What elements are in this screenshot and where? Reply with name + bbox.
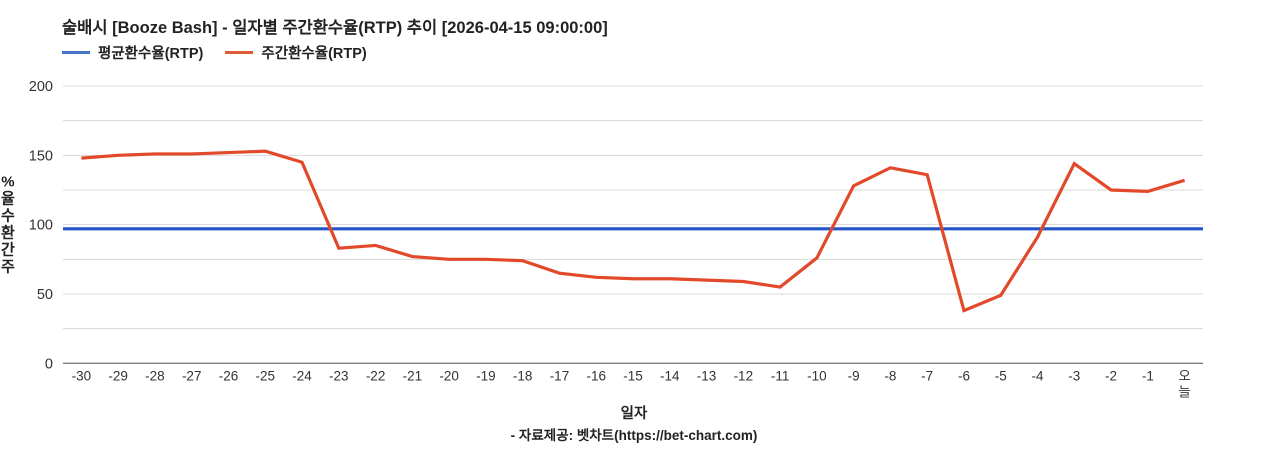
svg-text:-15: -15	[623, 368, 643, 383]
svg-text:-23: -23	[329, 368, 349, 383]
svg-text:150: 150	[29, 148, 53, 164]
svg-text:-7: -7	[921, 368, 933, 383]
svg-text:-24: -24	[292, 368, 312, 383]
svg-text:-16: -16	[586, 368, 606, 383]
svg-text:-17: -17	[550, 368, 570, 383]
svg-text:-25: -25	[256, 368, 276, 383]
svg-text:-18: -18	[513, 368, 533, 383]
svg-text:-20: -20	[439, 368, 459, 383]
svg-text:-14: -14	[660, 368, 680, 383]
svg-text:-6: -6	[958, 368, 970, 383]
svg-text:-8: -8	[884, 368, 896, 383]
svg-text:100: 100	[29, 218, 53, 234]
svg-text:-27: -27	[182, 368, 202, 383]
svg-text:0: 0	[45, 356, 53, 372]
svg-text:-13: -13	[697, 368, 717, 383]
svg-text:-3: -3	[1068, 368, 1080, 383]
svg-text:-28: -28	[145, 368, 165, 383]
svg-text:50: 50	[37, 287, 53, 303]
svg-text:-22: -22	[366, 368, 386, 383]
svg-text:-5: -5	[995, 368, 1007, 383]
svg-text:-29: -29	[108, 368, 128, 383]
svg-text:오: 오	[1178, 368, 1190, 383]
svg-text:-26: -26	[219, 368, 239, 383]
svg-text:-9: -9	[848, 368, 860, 383]
svg-text:-11: -11	[771, 368, 790, 383]
svg-text:-1: -1	[1142, 368, 1154, 383]
svg-text:-19: -19	[476, 368, 496, 383]
svg-text:-10: -10	[807, 368, 827, 383]
svg-text:늘: 늘	[1178, 384, 1190, 399]
svg-text:200: 200	[29, 79, 53, 95]
svg-text:-21: -21	[403, 368, 423, 383]
svg-text:-12: -12	[734, 368, 754, 383]
svg-text:-30: -30	[72, 368, 92, 383]
svg-text:-4: -4	[1032, 368, 1044, 383]
svg-text:-2: -2	[1105, 368, 1117, 383]
